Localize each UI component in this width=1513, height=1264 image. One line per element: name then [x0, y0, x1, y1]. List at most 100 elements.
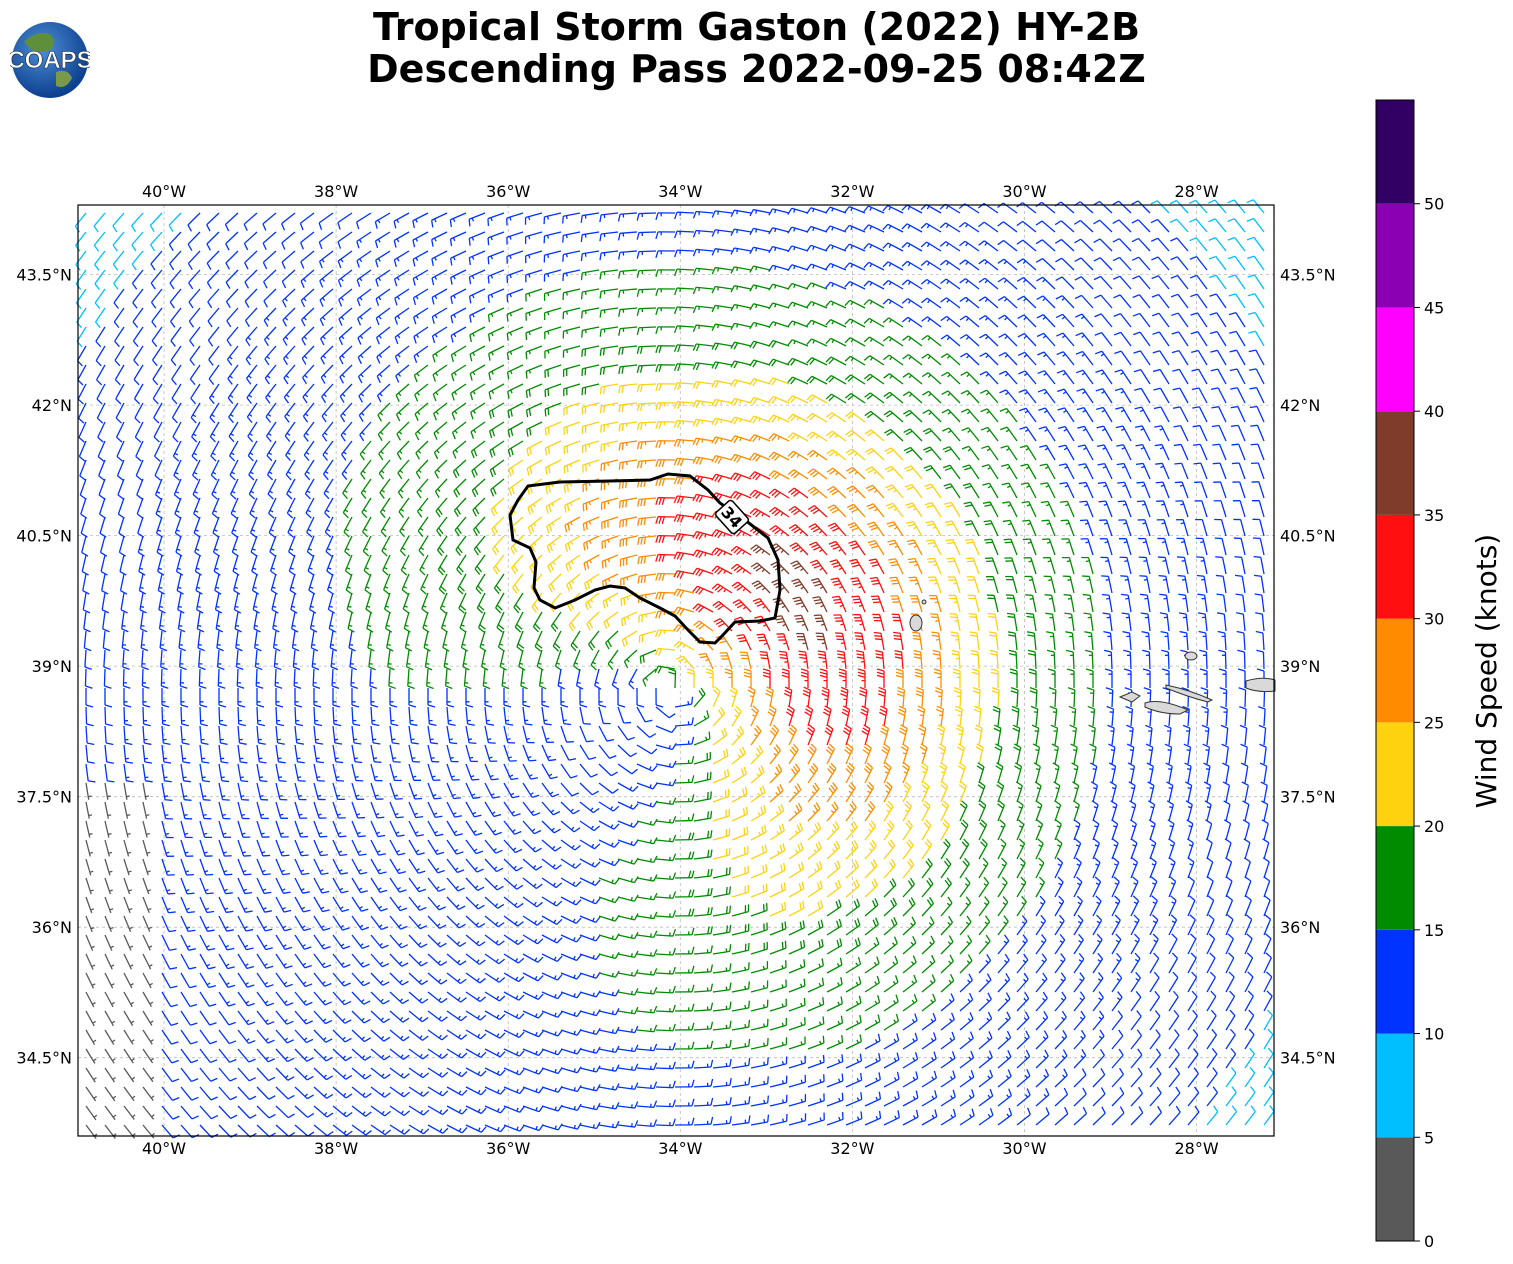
wind-barb — [1189, 237, 1208, 252]
wind-barb — [1170, 274, 1189, 290]
wind-barb — [281, 269, 296, 289]
wind-barb — [580, 269, 600, 281]
wind-barb — [356, 212, 372, 230]
wind-barb — [393, 231, 410, 248]
wind-barb — [844, 243, 866, 252]
wind-barb — [525, 307, 543, 321]
colorbar-bin — [1376, 722, 1414, 827]
wind-barb — [844, 205, 866, 214]
wind-barb — [768, 264, 790, 272]
wind-barb — [188, 269, 201, 290]
wind-barb — [263, 269, 277, 289]
wind-barb — [525, 288, 543, 302]
wind-barb — [674, 230, 695, 239]
wind-barb — [940, 278, 961, 290]
wind-barb — [617, 250, 638, 260]
wind-barb — [863, 242, 885, 252]
wind-barb — [468, 250, 486, 265]
wind-barb — [562, 307, 581, 320]
wind-barb — [468, 212, 486, 227]
wind-barb — [618, 307, 638, 317]
colorbar-tick: 45 — [1424, 298, 1444, 317]
wind-barb — [562, 269, 581, 281]
wind-barb — [711, 210, 733, 218]
wind-barbs — [74, 199, 1275, 1140]
wind-barb — [431, 288, 448, 305]
wind-barb — [674, 306, 695, 315]
wind-barb — [112, 212, 125, 233]
wind-barb — [207, 326, 220, 347]
wind-barb — [112, 231, 125, 252]
wind-barb — [356, 269, 372, 287]
wind-barb — [617, 212, 638, 222]
wind-barb — [978, 240, 999, 252]
wind-barb — [1150, 200, 1170, 214]
wind-barb — [1131, 256, 1151, 271]
wind-barb — [920, 278, 942, 290]
wind-barb — [1112, 200, 1132, 214]
wind-barb — [844, 224, 866, 233]
wind-barb — [1246, 236, 1265, 252]
wind-barb — [150, 288, 163, 309]
wind-barb — [562, 231, 581, 243]
wind-barb — [674, 211, 695, 220]
wind-barb — [113, 307, 125, 329]
wind-barb — [1169, 218, 1189, 233]
wind-barb — [131, 250, 144, 271]
wind-barb — [299, 212, 315, 231]
wind-barb — [188, 288, 201, 309]
wind-barb — [450, 307, 467, 324]
wind-barb — [1094, 294, 1113, 309]
wind-barb — [356, 250, 372, 268]
wind-barb — [356, 288, 372, 307]
wind-barb — [749, 284, 771, 292]
wind-barb — [226, 326, 239, 347]
wind-barb — [1151, 256, 1170, 271]
wind-barb — [692, 248, 714, 257]
wind-barb — [806, 282, 828, 290]
wind-barb — [1132, 294, 1151, 309]
wind-barb — [844, 281, 866, 290]
wind-barb — [150, 250, 163, 271]
wind-barb — [636, 288, 657, 297]
wind-barb — [730, 266, 752, 274]
wind-barb — [282, 307, 296, 327]
wind-barb — [730, 303, 752, 312]
wind-barb — [787, 264, 809, 272]
wind-barb — [393, 212, 410, 229]
wind-barb — [262, 231, 277, 251]
title-line-1: Tropical Storm Gaston (2022) HY-2B — [372, 5, 1141, 49]
wind-barb — [394, 307, 410, 325]
wind-barb — [375, 250, 391, 268]
wind-barb — [1017, 295, 1037, 309]
wind-barb — [939, 222, 961, 233]
wind-barb — [997, 277, 1018, 290]
title-line-2: Descending Pass 2022-09-25 08:42Z — [367, 47, 1146, 91]
wind-barb — [1227, 218, 1246, 233]
wind-barb — [282, 326, 296, 346]
wind-barb — [150, 231, 163, 252]
colorbar-bin — [1376, 514, 1414, 619]
wind-barb — [655, 269, 676, 278]
colorbar-bin — [1376, 307, 1414, 412]
wind-barb — [825, 244, 847, 252]
wind-barb — [430, 212, 448, 228]
wind-barb — [1170, 256, 1189, 271]
wind-barb — [468, 288, 486, 304]
wind-barb — [132, 288, 144, 309]
wind-barb — [825, 281, 847, 290]
wind-barb — [449, 212, 467, 228]
wind-barb — [655, 288, 676, 297]
wind-barb — [225, 250, 239, 270]
wind-barb — [95, 326, 106, 348]
wind-barb — [1208, 237, 1227, 252]
wind-barb — [1112, 238, 1132, 252]
wind-barb — [1188, 199, 1208, 214]
wind-barb — [921, 297, 942, 309]
wind-barb — [1074, 238, 1094, 252]
wind-barb — [1054, 220, 1075, 233]
wind-barb — [412, 231, 429, 248]
wind-barb — [978, 259, 999, 271]
wind-barb — [506, 269, 524, 284]
